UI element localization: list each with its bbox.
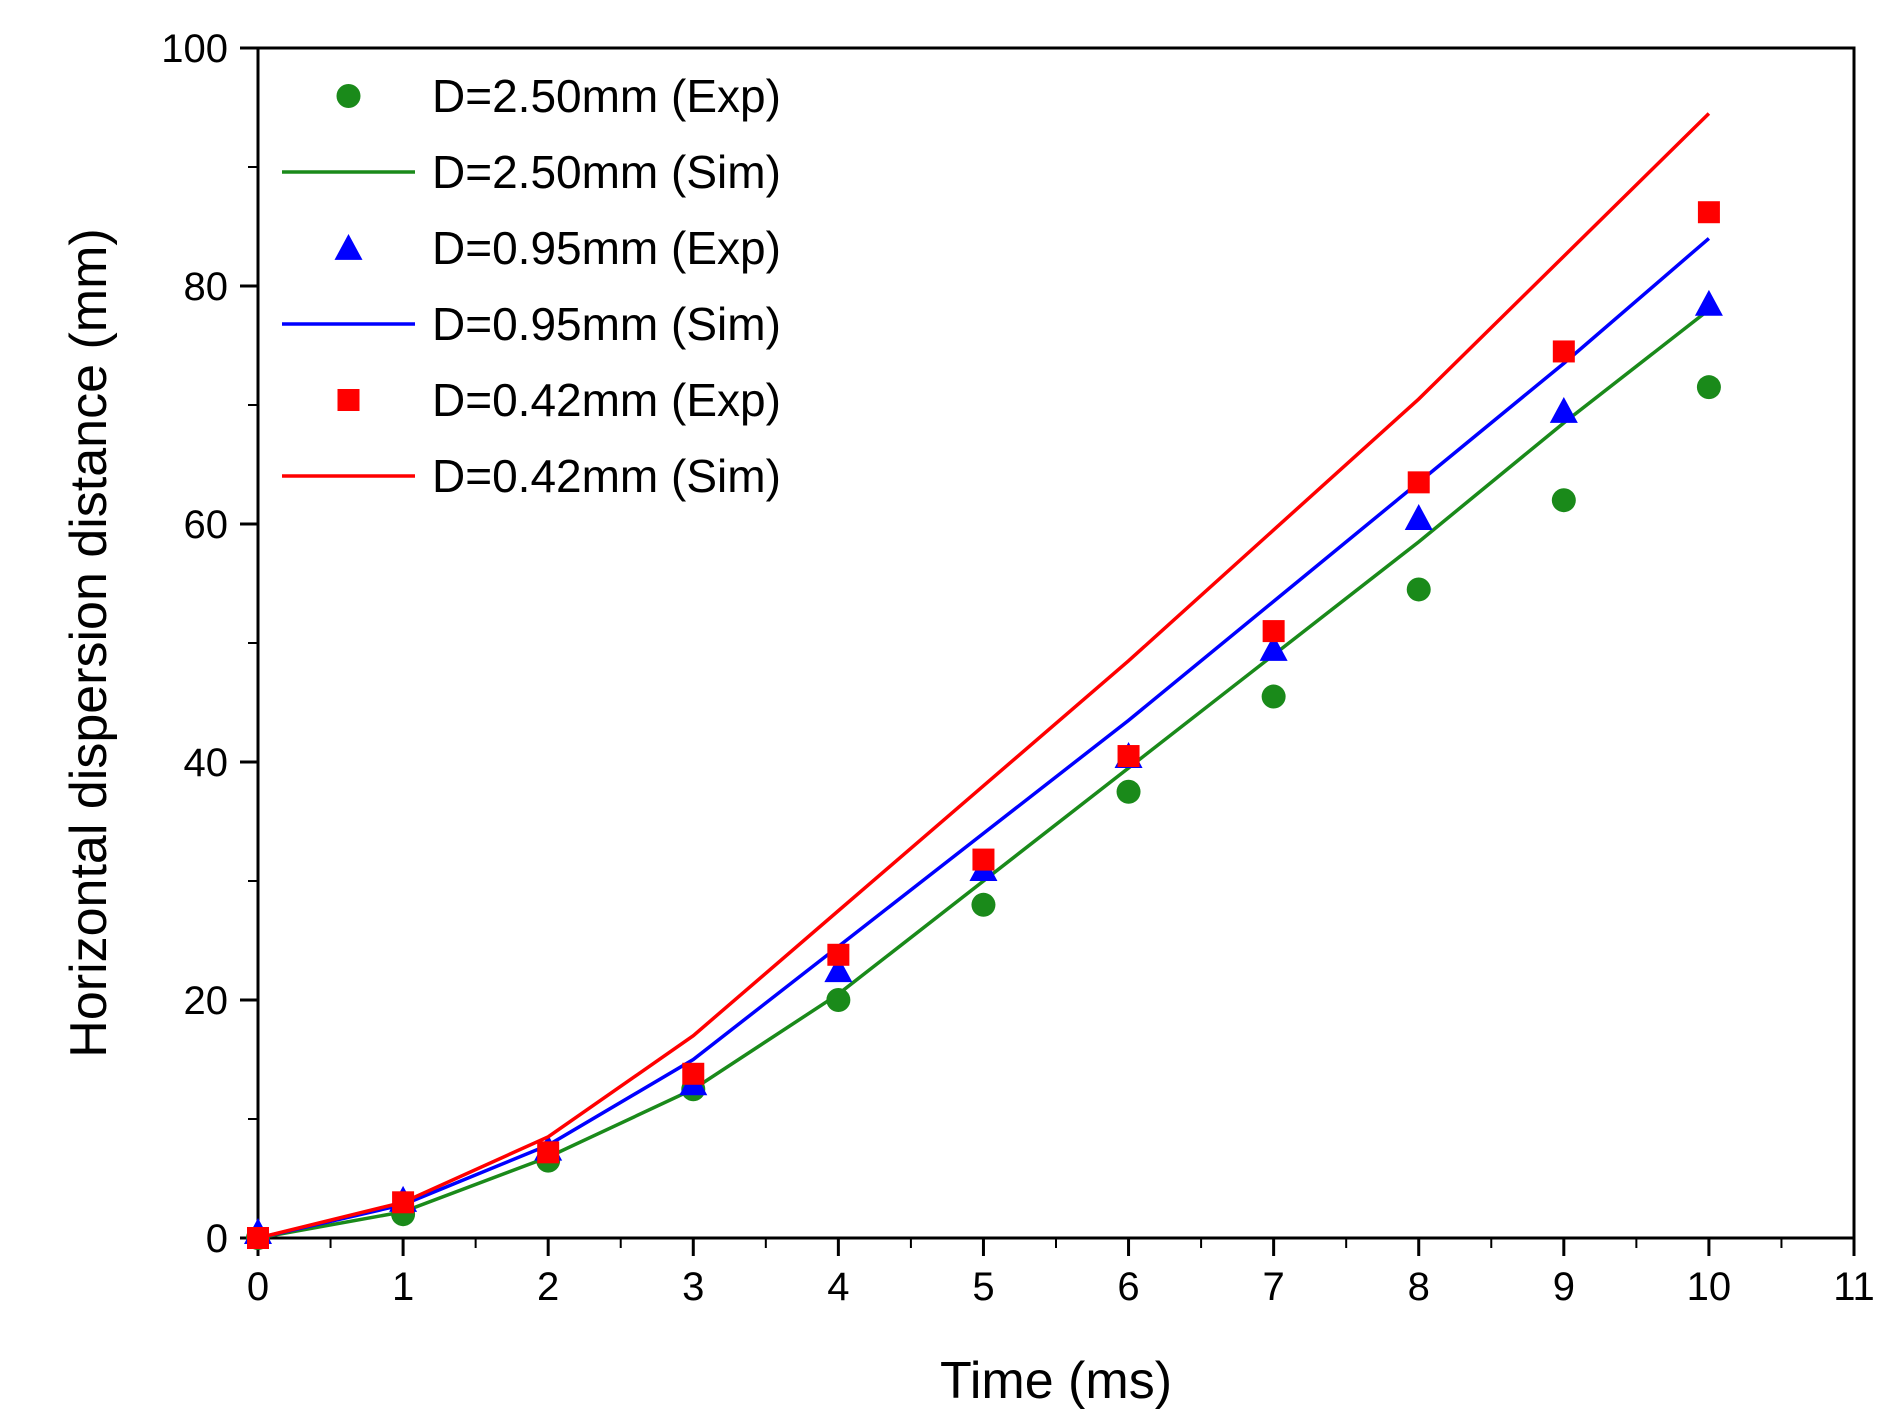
x-tick-label: 8: [1408, 1265, 1430, 1309]
x-tick-label: 1: [392, 1265, 414, 1309]
y-tick-label: 0: [206, 1217, 228, 1261]
legend-label: D=0.42mm (Sim): [432, 450, 781, 502]
data-point: [824, 956, 853, 983]
data-point: [1259, 634, 1288, 661]
x-tick-label: 9: [1553, 1265, 1575, 1309]
series-points-d-0-42mm-exp: [247, 201, 1720, 1249]
x-axis: 0 1 2 3 4 5 6 7 8 9 10 11: [247, 1238, 1875, 1309]
legend-item-d-0-42mm-sim: D=0.42mm (Sim): [282, 450, 781, 502]
series-line-d-0-42mm-sim: [257, 112, 1711, 1240]
data-point: [1117, 745, 1140, 768]
data-point: [1261, 684, 1286, 709]
x-tick-label: 3: [682, 1265, 704, 1309]
data-point: [827, 943, 850, 966]
data-point: [1407, 471, 1430, 494]
data-point: [1262, 620, 1285, 643]
y-tick-label: 40: [184, 741, 229, 785]
legend-marker-swatch: [337, 389, 360, 411]
data-point: [682, 1062, 705, 1085]
data-point: [1549, 396, 1578, 423]
y-axis-title: Horizontal dispersion distance (mm): [60, 228, 118, 1057]
legend-label: D=0.95mm (Exp): [432, 222, 781, 274]
data-point: [1696, 375, 1721, 400]
x-tick-label: 4: [827, 1265, 849, 1309]
legend-label: D=2.50mm (Exp): [432, 70, 781, 122]
legend-item-d-2-50mm-exp: D=2.50mm (Exp): [336, 70, 781, 122]
x-tick-label: 6: [1117, 1265, 1139, 1309]
x-tick-label: 2: [537, 1265, 559, 1309]
data-point: [1697, 201, 1720, 224]
legend-item-d-0-95mm-sim: D=0.95mm (Sim): [282, 298, 781, 350]
x-tick-label: 5: [972, 1265, 994, 1309]
series-points-d-0-95mm-exp: [244, 289, 1723, 1244]
x-tick-label: 7: [1263, 1265, 1285, 1309]
data-point: [972, 848, 995, 871]
legend: D=2.50mm (Exp) D=2.50mm (Sim) D=0.95mm (Ex…: [282, 70, 781, 502]
y-tick-label: 100: [161, 27, 228, 71]
legend-marker-swatch: [336, 84, 361, 108]
data-point: [1406, 577, 1431, 602]
legend-label: D=2.50mm (Sim): [432, 146, 781, 198]
legend-label: D=0.42mm (Exp): [432, 374, 781, 426]
x-tick-label: 0: [247, 1265, 269, 1309]
y-tick-label: 80: [184, 265, 229, 309]
series-points-d-2-50mm-exp: [246, 375, 1721, 1250]
data-point: [971, 892, 996, 917]
x-tick-label: 10: [1687, 1265, 1732, 1309]
y-tick-label: 20: [184, 979, 229, 1023]
x-axis-title: Time (ms): [940, 1352, 1172, 1410]
legend-item-d-2-50mm-sim: D=2.50mm (Sim): [282, 146, 781, 198]
y-tick-label: 60: [184, 503, 229, 547]
legend-label: D=0.95mm (Sim): [432, 298, 781, 350]
data-point: [1551, 488, 1576, 513]
data-point: [537, 1141, 560, 1164]
data-point: [1694, 289, 1723, 316]
legend-item-d-0-42mm-exp: D=0.42mm (Exp): [337, 374, 781, 426]
series-layer: [244, 112, 1723, 1250]
x-tick-label: 11: [1833, 1265, 1875, 1309]
data-point: [1116, 779, 1141, 804]
y-axis: 0 20 40 60 80 100: [161, 27, 258, 1261]
data-point: [1552, 340, 1575, 363]
legend-item-d-0-95mm-exp: D=0.95mm (Exp): [334, 222, 781, 274]
data-point: [826, 988, 851, 1012]
legend-marker-swatch: [334, 234, 363, 260]
data-point: [1404, 504, 1433, 530]
series-line-d-0-95mm-sim: [257, 237, 1711, 1240]
